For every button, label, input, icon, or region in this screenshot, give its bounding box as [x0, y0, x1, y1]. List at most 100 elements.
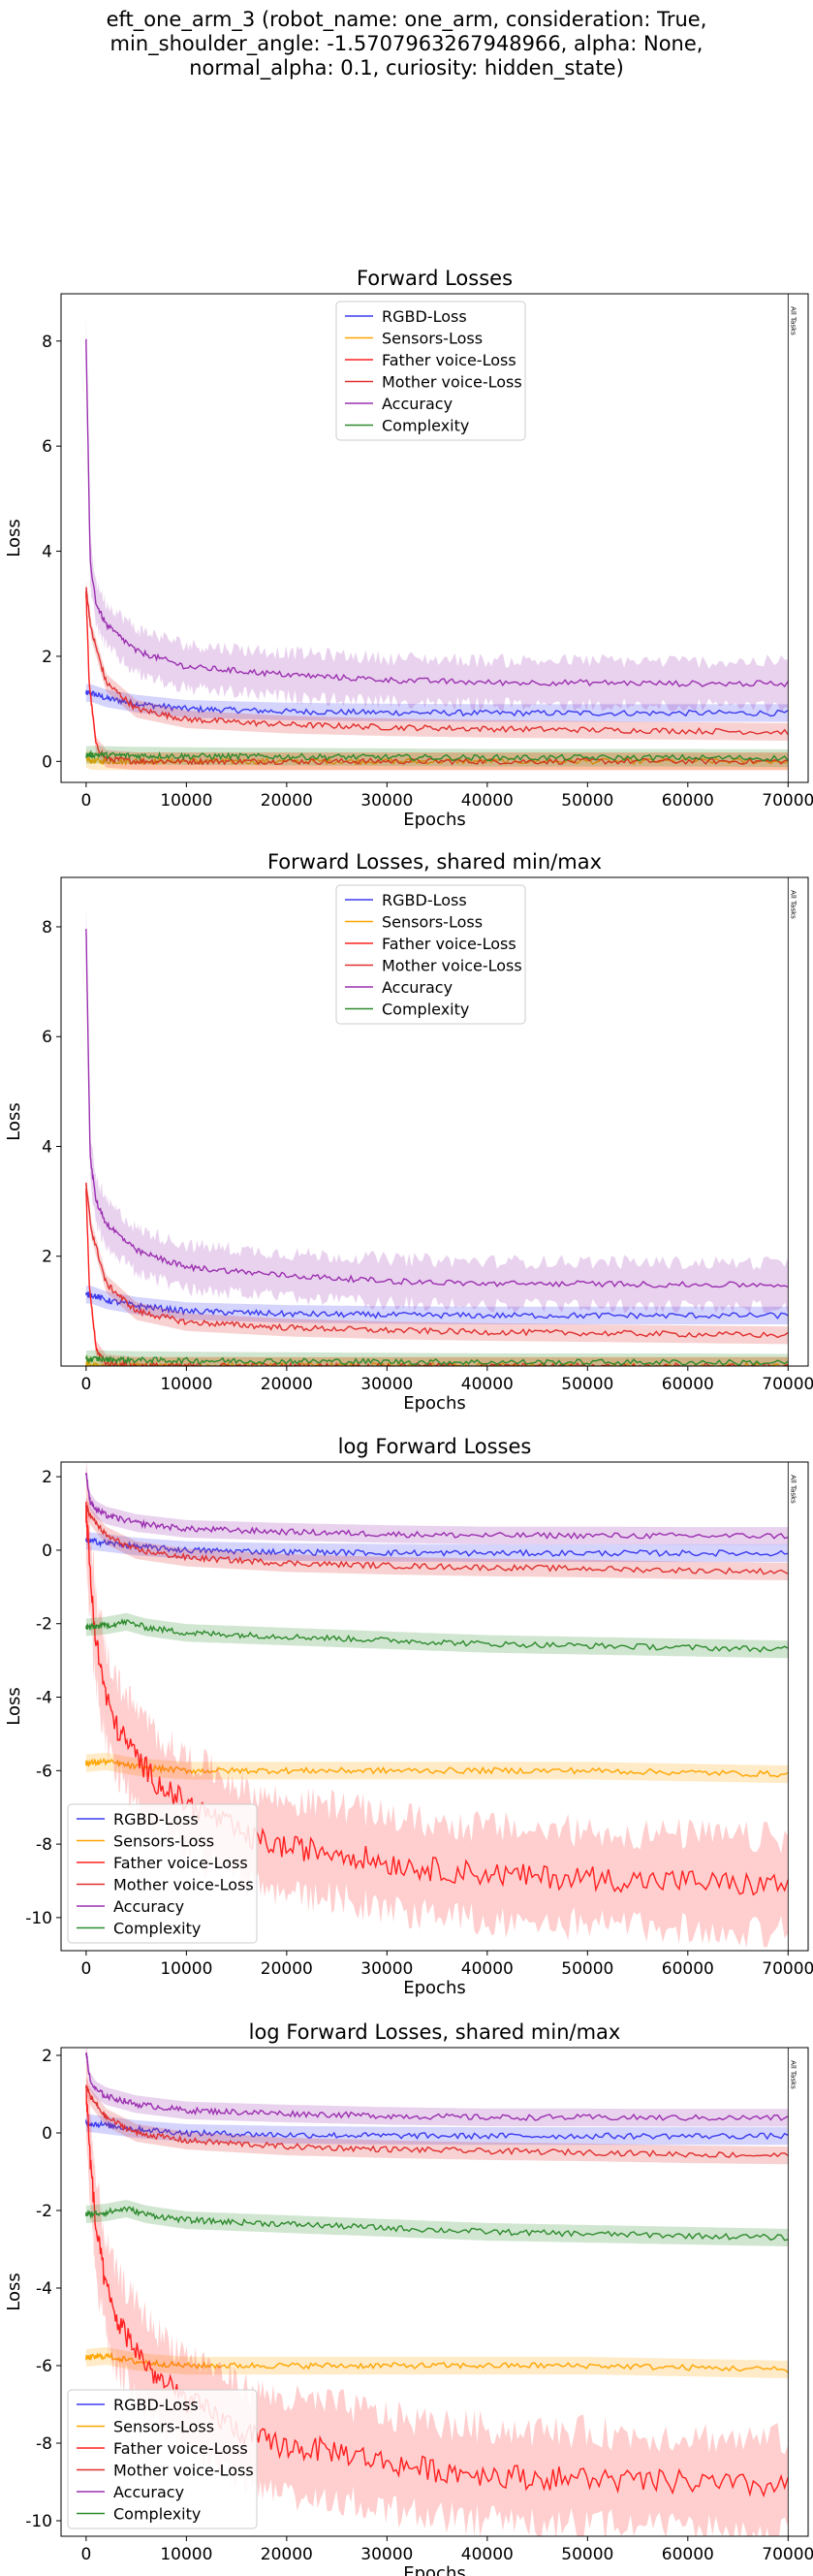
legend-entry: Complexity — [382, 417, 469, 435]
axes-frame — [60, 2047, 809, 2537]
x-axis-label: Epochs — [403, 810, 466, 830]
legend-entry: Mother voice-Loss — [382, 957, 522, 975]
plot-area — [85, 2048, 789, 2536]
series-line — [85, 1617, 789, 1653]
legend-box — [335, 301, 526, 441]
task-marker-label: All Tasks — [789, 890, 797, 919]
series-line — [85, 1473, 789, 1540]
chart-panel-3: log Forward Losses All Tasks 0 10000 20000 30… — [4, 1435, 813, 1998]
x-tick-label: 30000 — [360, 2545, 413, 2564]
legend: RGBD-Loss Sensors-Loss Father voice-Loss Mo… — [335, 301, 526, 441]
legend-entry: RGBD-Loss — [113, 1810, 199, 1829]
series-mother-voice-loss — [85, 1176, 789, 1345]
series-mother-voice-loss — [85, 1497, 789, 1580]
legend-entry: Complexity — [113, 2505, 201, 2524]
series-rgbd-loss — [85, 1532, 789, 1563]
figure-suptitle: eft_one_arm_3 (robot_name: one_arm, cons… — [0, 8, 813, 80]
x-tick-label: 50000 — [561, 791, 613, 811]
y-tick-label: -10 — [25, 1909, 52, 1928]
legend-entry: Father voice-Loss — [113, 1854, 248, 1872]
legend: RGBD-Loss Sensors-Loss Father voice-Loss Mo… — [67, 1803, 258, 1944]
series-line — [85, 1504, 789, 1575]
legend-entry: Sensors-Loss — [113, 2418, 214, 2436]
y-tick-label: 2 — [42, 2047, 52, 2066]
series-band — [85, 899, 789, 1314]
y-tick-label: 2 — [42, 648, 52, 667]
suptitle-line-1: eft_one_arm_3 (robot_name: one_arm, cons… — [106, 8, 707, 31]
legend-entry: Sensors-Loss — [382, 330, 483, 348]
y-tick-label: 0 — [42, 752, 52, 772]
axes-frame — [60, 1461, 809, 1952]
x-tick-label: 60000 — [662, 1375, 714, 1394]
series-line — [85, 1182, 789, 1339]
series-line — [85, 1354, 789, 1366]
legend-entry: Complexity — [382, 1001, 469, 1019]
x-tick-label: 70000 — [762, 1375, 813, 1394]
x-tick-label: 50000 — [561, 1959, 613, 1979]
y-tick-label: 8 — [42, 333, 52, 352]
x-tick-label: 0 — [80, 2545, 91, 2564]
y-axis-label: Loss — [4, 2273, 24, 2310]
series-accuracy — [85, 1465, 789, 1545]
series-band — [85, 1612, 789, 1659]
series-band — [85, 1176, 789, 1345]
chart-panel-2: Forward Losses, shared min/max All Tasks 0… — [4, 850, 813, 1414]
legend-box — [67, 2389, 258, 2529]
series-mother-voice-loss — [85, 2077, 789, 2165]
suptitle-line-3: normal_alpha: 0.1, curiosity: hidden_sta… — [189, 56, 624, 80]
x-tick-label: 0 — [80, 791, 91, 811]
x-axis-label: Epochs — [403, 1393, 466, 1414]
chart-panel-4: log Forward Losses, shared min/max All Ta… — [4, 2020, 813, 2576]
plot-area — [85, 899, 789, 1366]
series-father-voice-loss — [85, 1462, 789, 1948]
x-tick-label: 50000 — [561, 2545, 613, 2564]
legend-entry: Mother voice-Loss — [382, 373, 522, 392]
series-band — [85, 2077, 789, 2165]
series-line — [85, 590, 789, 766]
axes-frame — [60, 876, 809, 1367]
series-band — [85, 311, 789, 714]
x-tick-label: 20000 — [261, 791, 313, 811]
series-complexity — [85, 2200, 789, 2247]
legend-box — [335, 884, 526, 1025]
y-tick-label: -6 — [36, 2357, 52, 2376]
series-line — [85, 1502, 789, 1896]
y-axis-label: Loss — [4, 519, 24, 557]
legend-entry: RGBD-Loss — [382, 307, 467, 326]
x-tick-label: 30000 — [360, 1959, 413, 1979]
legend-box — [67, 1803, 258, 1944]
x-tick-label: 60000 — [662, 791, 714, 811]
x-tick-label: 20000 — [261, 2545, 313, 2564]
y-tick-label: 0 — [42, 2124, 52, 2144]
series-sensors-loss — [85, 2347, 789, 2379]
x-tick-label: 40000 — [461, 1375, 514, 1394]
legend-entry: Accuracy — [382, 978, 453, 997]
series-line — [85, 689, 789, 717]
series-line — [85, 929, 789, 1288]
y-tick-label: 0 — [42, 1542, 52, 1561]
series-line — [85, 749, 789, 762]
y-tick-label: -2 — [36, 2202, 52, 2221]
legend-entry: Mother voice-Loss — [113, 1876, 254, 1894]
task-marker-label: All Tasks — [789, 1475, 797, 1504]
y-tick-label: 4 — [42, 543, 52, 562]
y-tick-label: 6 — [42, 437, 52, 457]
x-tick-label: 10000 — [160, 2545, 212, 2564]
x-tick-label: 40000 — [461, 1959, 514, 1979]
y-tick-label: -6 — [36, 1762, 52, 1781]
series-line — [85, 587, 789, 736]
series-mother-voice-loss — [85, 579, 789, 741]
legend-entry: Accuracy — [382, 395, 453, 413]
series-band — [85, 1462, 789, 1948]
y-tick-label: 4 — [42, 1137, 52, 1157]
x-tick-label: 0 — [80, 1959, 91, 1979]
series-line — [85, 1291, 789, 1320]
series-band — [85, 1752, 789, 1784]
legend-entry: Accuracy — [113, 2483, 184, 2501]
legend-entry: Father voice-Loss — [382, 351, 516, 369]
y-tick-label: 8 — [42, 918, 52, 938]
series-line — [85, 2052, 789, 2121]
series-accuracy — [85, 899, 789, 1314]
series-line — [85, 1188, 789, 1366]
